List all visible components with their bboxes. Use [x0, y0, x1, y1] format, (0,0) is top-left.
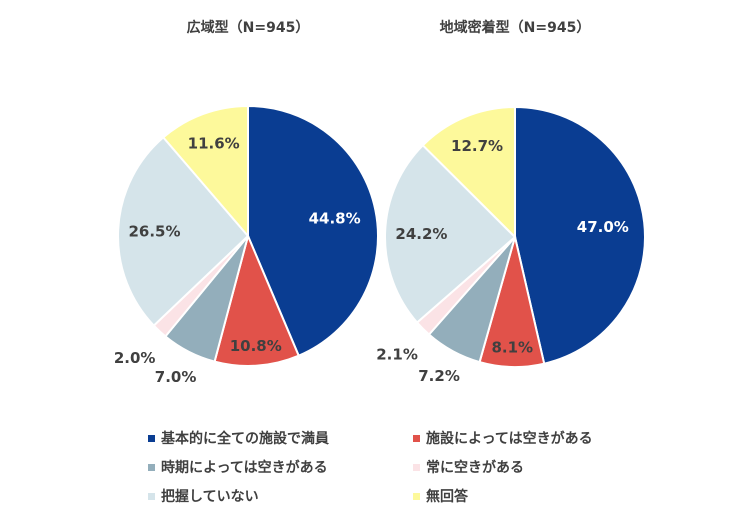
data-label: 12.7%	[451, 137, 503, 155]
data-label: 26.5%	[128, 222, 180, 240]
pie-slice	[384, 143, 517, 324]
data-label: 24.2%	[395, 225, 447, 243]
legend-item: 常に空きがある	[413, 457, 628, 477]
data-label: 7.0%	[155, 368, 197, 386]
legend-item: 把握していない	[148, 486, 413, 506]
legend-swatch	[148, 492, 155, 500]
legend-item: 施設によっては空きがある	[413, 428, 628, 448]
legend-swatch	[413, 463, 420, 471]
pie-slice	[213, 232, 301, 367]
data-label: 10.8%	[230, 337, 282, 355]
legend-label: 施設によっては空きがある	[426, 431, 593, 447]
legend-item: 基本的に全ての施設で満員	[148, 428, 413, 448]
legend-label: 把握していない	[161, 489, 259, 505]
legend-item: 無回答	[413, 486, 628, 506]
legend-swatch	[148, 434, 155, 442]
legend-swatch	[413, 492, 420, 500]
data-label: 8.1%	[491, 338, 533, 356]
data-label: 2.0%	[114, 349, 156, 367]
legend-label: 基本的に全ての施設で満員	[161, 431, 329, 447]
data-label: 2.1%	[376, 345, 418, 363]
data-label: 7.2%	[418, 367, 460, 385]
legend-label: 常に空きがある	[426, 460, 524, 476]
legend: 基本的に全ての施設で満員 施設によっては空きがある 時期によっては空きがある 常…	[148, 428, 628, 506]
legend-swatch	[413, 434, 420, 442]
chart-title-left: 広域型（N=945）	[187, 19, 310, 36]
legend-label: 無回答	[426, 489, 468, 505]
data-label: 11.6%	[188, 134, 240, 152]
legend-item: 時期によっては空きがある	[148, 457, 413, 477]
data-label: 47.0%	[577, 218, 629, 236]
pie-slice	[421, 105, 516, 240]
pie-slice	[161, 104, 249, 239]
pie-slice	[514, 105, 646, 365]
pie-slice	[247, 104, 379, 358]
pie-slice	[117, 135, 250, 327]
data-label: 44.8%	[309, 209, 361, 227]
legend-swatch	[148, 463, 155, 471]
legend-label: 時期によっては空きがある	[161, 460, 328, 476]
chart-title-right: 地域密着型（N=945）	[440, 19, 591, 36]
